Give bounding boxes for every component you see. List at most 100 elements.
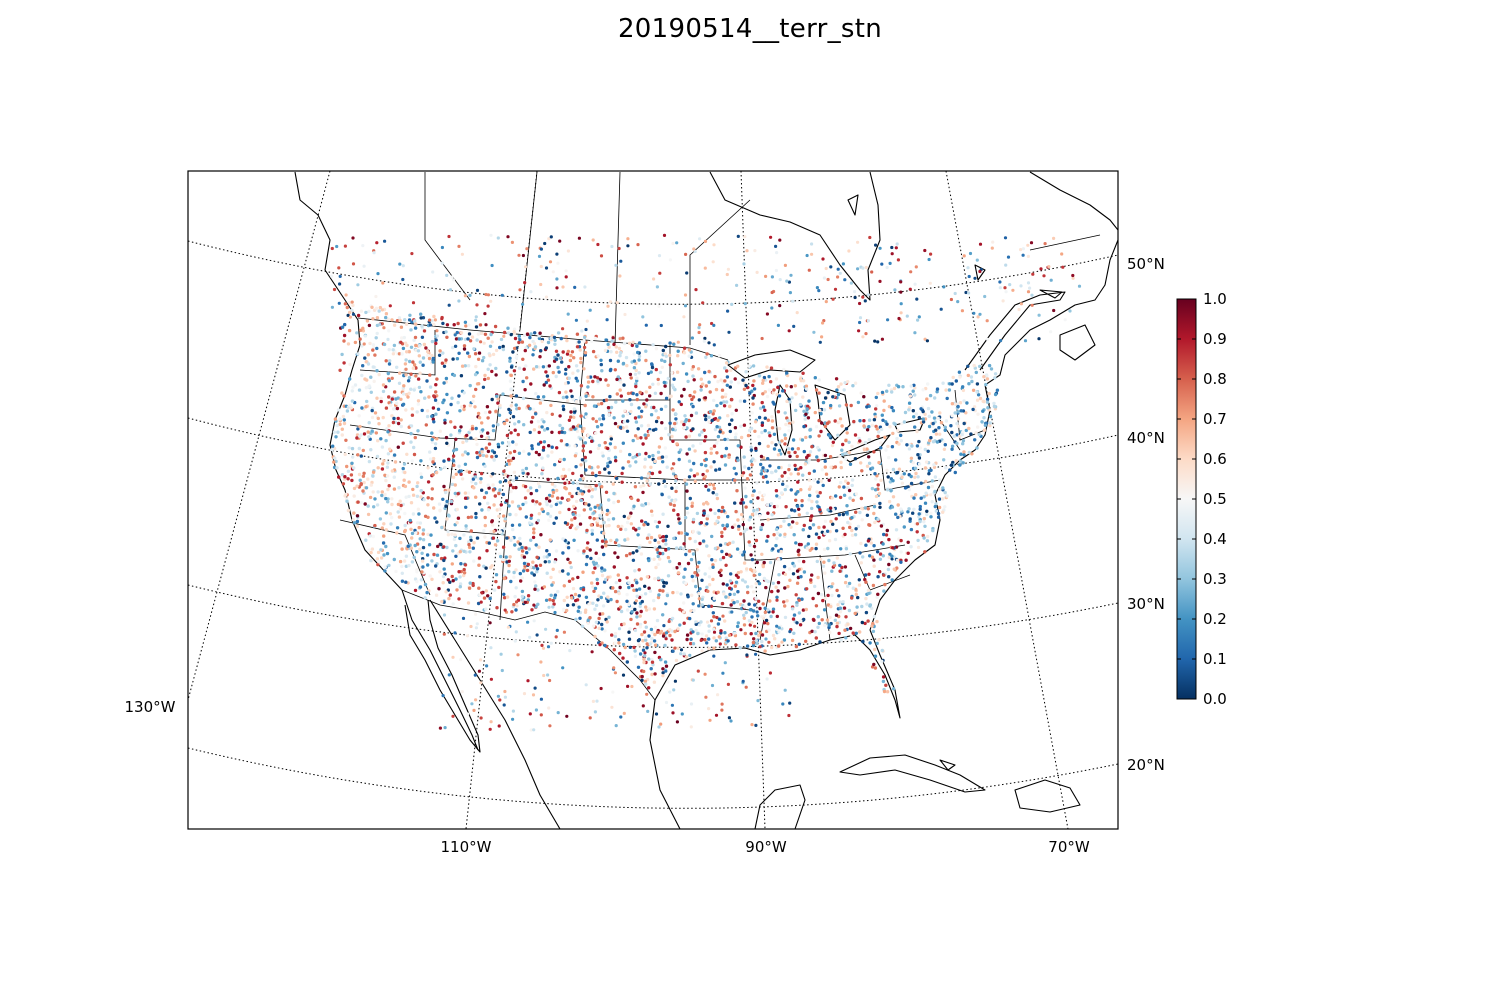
station-point <box>434 390 438 394</box>
station-point <box>434 383 438 387</box>
station-point <box>611 482 615 486</box>
station-point <box>470 480 474 484</box>
station-point <box>385 474 390 478</box>
station-point <box>375 331 379 336</box>
station-point <box>525 376 529 380</box>
station-point <box>708 566 712 570</box>
station-point <box>697 597 702 601</box>
station-point <box>382 522 386 526</box>
station-point <box>467 542 471 547</box>
station-point <box>735 547 740 551</box>
station-point <box>717 508 721 513</box>
station-point <box>509 538 513 542</box>
station-point <box>637 526 641 531</box>
station-point <box>807 471 812 476</box>
station-point <box>401 346 406 351</box>
station-point <box>459 405 464 409</box>
station-point <box>836 433 840 437</box>
station-point <box>835 556 839 560</box>
station-point <box>815 286 820 290</box>
station-point <box>976 412 980 416</box>
station-point <box>913 425 917 429</box>
station-point <box>489 720 493 724</box>
station-point <box>568 560 572 565</box>
station-point <box>715 441 719 445</box>
station-point <box>451 357 455 361</box>
station-point <box>407 563 411 568</box>
station-point <box>537 452 541 457</box>
station-point <box>544 627 548 631</box>
station-point <box>881 542 885 546</box>
station-point <box>506 625 510 629</box>
station-point <box>408 518 412 523</box>
station-point <box>579 360 583 365</box>
station-point <box>427 543 432 547</box>
station-point <box>653 643 658 647</box>
station-point <box>654 367 658 372</box>
station-point <box>621 426 625 430</box>
station-point <box>520 594 525 599</box>
station-point <box>679 546 683 550</box>
station-point <box>498 480 502 484</box>
station-point <box>915 297 919 301</box>
station-point <box>921 388 925 392</box>
station-point <box>701 301 705 305</box>
station-point <box>780 640 784 644</box>
station-point <box>398 507 403 511</box>
station-point <box>834 613 839 617</box>
station-point <box>404 554 409 558</box>
station-point <box>582 367 586 371</box>
station-point <box>853 295 857 300</box>
station-point <box>923 337 927 341</box>
station-point <box>712 409 716 413</box>
station-point <box>644 682 648 686</box>
station-point <box>844 438 848 443</box>
station-point <box>418 360 422 364</box>
station-point <box>586 621 590 625</box>
station-point <box>691 517 696 522</box>
station-point <box>861 555 865 559</box>
station-point <box>716 622 721 626</box>
station-point <box>637 568 641 572</box>
station-point <box>596 564 600 568</box>
station-point <box>868 603 873 607</box>
station-point <box>506 326 510 330</box>
station-point <box>750 557 755 562</box>
station-point <box>988 423 992 428</box>
station-point <box>907 401 912 405</box>
station-point <box>554 549 559 553</box>
station-point <box>985 397 990 401</box>
station-point <box>576 609 580 613</box>
station-point <box>594 483 598 488</box>
station-point <box>553 593 558 597</box>
station-point <box>761 392 765 396</box>
station-point <box>545 555 549 559</box>
station-point <box>445 273 449 277</box>
station-point <box>649 370 653 374</box>
station-point <box>536 518 541 523</box>
station-point <box>909 270 913 274</box>
station-point <box>454 472 458 476</box>
station-point <box>890 578 894 582</box>
station-point <box>460 690 464 694</box>
station-point <box>507 559 511 563</box>
station-point <box>660 492 664 497</box>
state-lines-west <box>339 330 696 621</box>
station-point <box>863 573 868 577</box>
station-point <box>733 377 737 381</box>
station-point <box>517 366 522 370</box>
station-point <box>802 449 806 454</box>
station-point <box>828 506 833 510</box>
station-point <box>583 610 588 614</box>
station-point <box>885 488 890 492</box>
station-point <box>511 709 515 713</box>
colorbar-ticks: 1.00.90.80.70.60.50.40.30.20.10.0 <box>1177 290 1227 708</box>
station-point <box>1071 276 1075 280</box>
station-point <box>390 376 394 380</box>
station-point <box>531 693 536 697</box>
station-point <box>659 629 664 634</box>
station-point <box>670 434 674 439</box>
station-point <box>876 340 880 344</box>
station-point <box>676 513 680 517</box>
station-point <box>793 467 798 471</box>
